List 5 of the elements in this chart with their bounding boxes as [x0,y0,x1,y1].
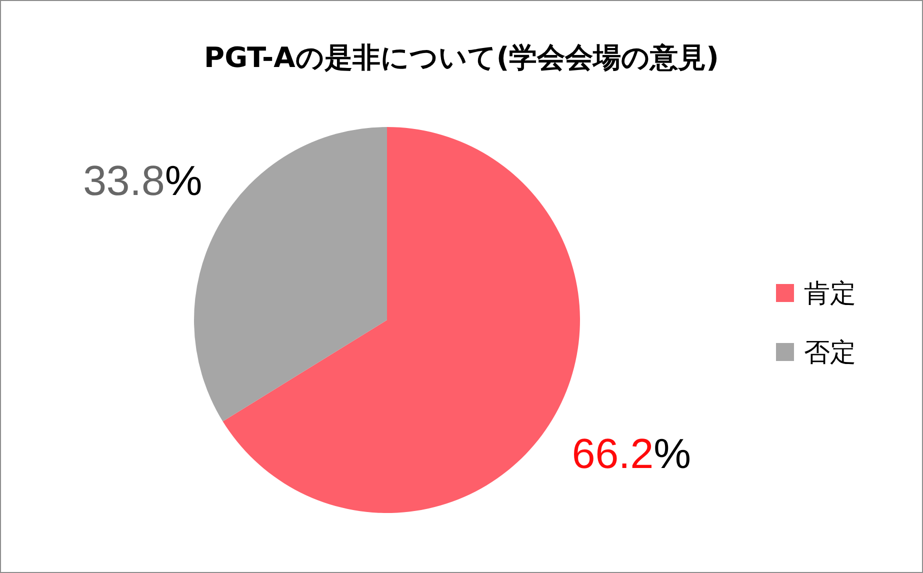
data-label: 66.2% [572,430,691,477]
legend-label: 否定 [804,336,856,370]
chart-title: PGT-Aの是非について(学会会場の意見) [203,40,720,76]
legend-label: 肯定 [804,278,856,310]
data-label: 33.8% [83,157,202,204]
